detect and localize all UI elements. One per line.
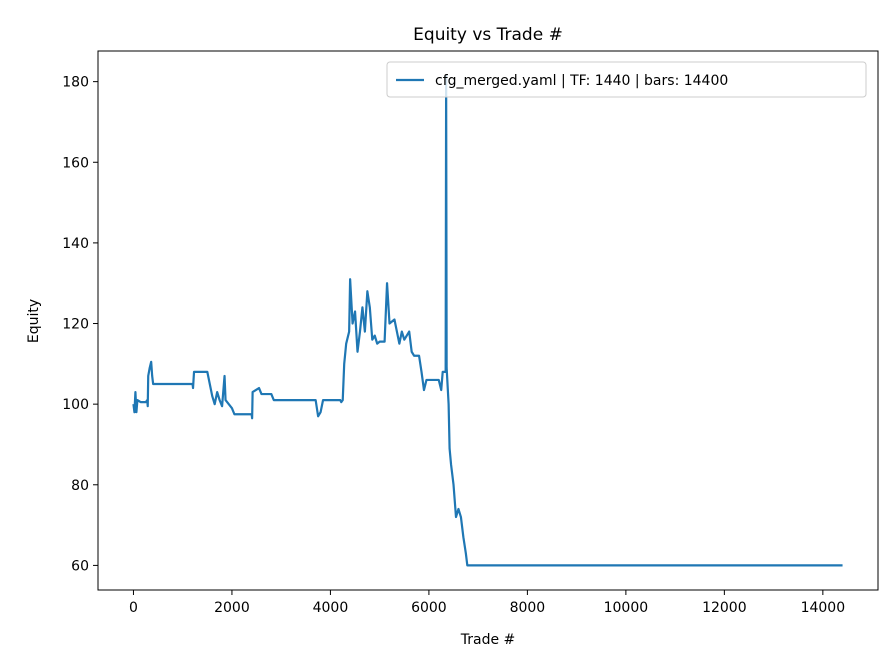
legend-label: cfg_merged.yaml | TF: 1440 | bars: 14400 (435, 73, 728, 89)
x-tick-label: 6000 (411, 600, 447, 616)
y-tick-label: 60 (71, 558, 89, 574)
y-tick-label: 160 (62, 155, 89, 171)
series-line (132, 74, 843, 567)
y-axis-label: Equity (26, 299, 42, 343)
axes-frame (97, 50, 879, 591)
x-tick-label: 2000 (214, 600, 250, 616)
x-tick-label: 14000 (801, 600, 846, 616)
y-tick-label: 80 (71, 478, 89, 494)
x-tick-label: 10000 (604, 600, 649, 616)
legend-box (386, 61, 867, 98)
y-tick-label: 140 (62, 236, 89, 252)
y-tick-label: 100 (62, 397, 89, 413)
y-tick-label: 120 (62, 317, 89, 333)
x-tick-label: 0 (129, 600, 138, 616)
x-tick-label: 8000 (510, 600, 546, 616)
x-axis-label: Trade # (460, 632, 516, 648)
x-tick-label: 12000 (702, 600, 747, 616)
chart-title: Equity vs Trade # (413, 25, 563, 45)
y-tick-label: 180 (62, 75, 89, 91)
x-tick-label: 4000 (313, 600, 349, 616)
